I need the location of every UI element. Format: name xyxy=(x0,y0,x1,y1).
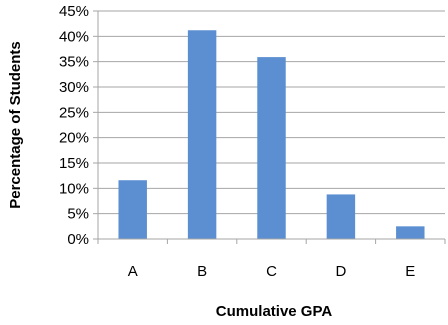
bar-B xyxy=(187,30,217,240)
y-tick-label: 35% xyxy=(59,54,89,71)
y-tick-label: 15% xyxy=(59,155,89,172)
x-tick-label: A xyxy=(128,263,138,280)
bar-E xyxy=(396,226,425,239)
bars xyxy=(118,30,425,240)
y-tick-label: 5% xyxy=(67,206,89,223)
axes xyxy=(93,10,446,244)
bar-A xyxy=(118,180,147,239)
x-tick-label: D xyxy=(335,263,346,280)
y-tick-label: 10% xyxy=(59,180,89,197)
x-tick-labels: A B C D E xyxy=(128,263,416,280)
x-axis-title: Cumulative GPA xyxy=(216,303,333,320)
y-tick-label: 40% xyxy=(59,28,89,45)
y-tick-label: 0% xyxy=(67,231,89,248)
x-tick-label: E xyxy=(405,263,415,280)
y-tick-labels: 0% 5% 10% 15% 20% 25% 30% 35% 40% 45% xyxy=(59,3,89,248)
y-axis-title: Percentage of Students xyxy=(7,41,24,209)
y-tick-label: 30% xyxy=(59,79,89,96)
x-tick-label: B xyxy=(197,263,207,280)
bar-C xyxy=(257,57,286,240)
y-tick-label: 20% xyxy=(59,130,89,147)
y-tick-label: 45% xyxy=(59,3,89,20)
bar-D xyxy=(326,194,356,239)
x-tick-label: C xyxy=(266,263,277,280)
y-tick-label: 25% xyxy=(59,104,89,121)
